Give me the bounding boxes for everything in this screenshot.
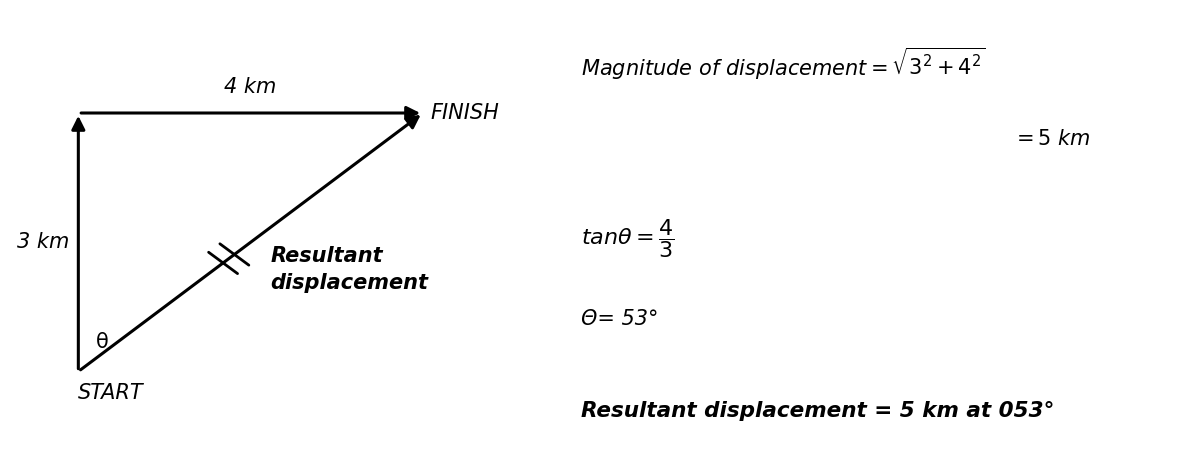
Text: 4 km: 4 km [224,77,277,97]
Text: START: START [79,383,144,403]
Text: θ: θ [95,332,108,352]
Text: 3 km: 3 km [17,232,69,252]
Text: $= 5\ km$: $= 5\ km$ [1012,129,1091,149]
Text: FINISH: FINISH [430,103,499,123]
Text: Resultant
displacement: Resultant displacement [271,246,428,293]
Text: $tan\theta = \dfrac{4}{3}$: $tan\theta = \dfrac{4}{3}$ [581,217,673,260]
Text: $\mathit{Magnitude\ of\ displacement} = \sqrt{3^2 + 4^2}$: $\mathit{Magnitude\ of\ displacement} = … [581,46,985,83]
Text: Resultant displacement = 5 km at 053°: Resultant displacement = 5 km at 053° [581,401,1054,421]
Text: Θ= 53°: Θ= 53° [581,309,658,329]
